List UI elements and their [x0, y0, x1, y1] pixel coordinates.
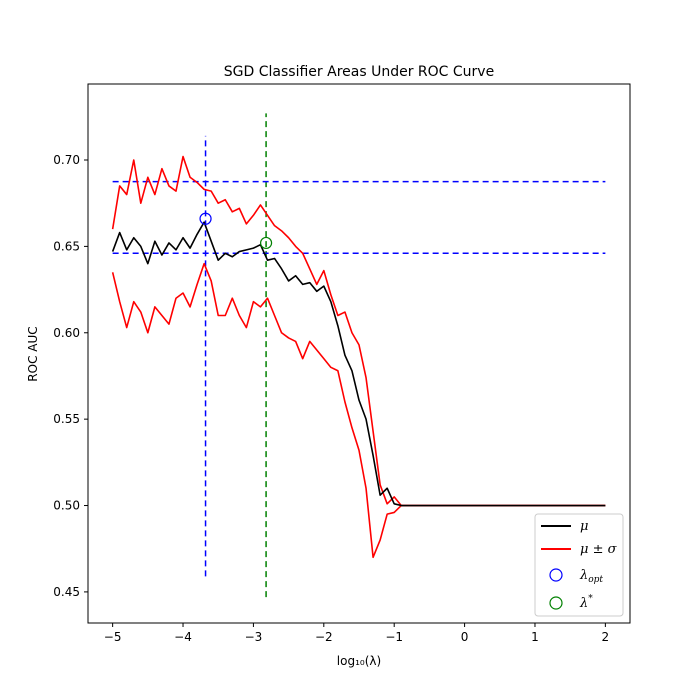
- y-tick-label: 0.60: [53, 326, 80, 340]
- chart-title: SGD Classifier Areas Under ROC Curve: [224, 64, 494, 80]
- lambda-star-marker: [259, 236, 273, 250]
- y-axis-label: ROC AUC: [26, 326, 40, 381]
- x-tick-label: −3: [245, 630, 263, 644]
- x-tick-label: 1: [531, 630, 539, 644]
- legend-marker-lambda-opt: [549, 568, 563, 582]
- series-lower-band-line: [111, 262, 606, 559]
- x-tick-label: −1: [385, 630, 403, 644]
- series-upper-band-line: [111, 155, 606, 507]
- y-tick-label: 0.45: [53, 585, 80, 599]
- y-tick-label: 0.55: [53, 412, 80, 426]
- y-axis-ticks: 0.45 0.50 0.55 0.60 0.65 0.70: [53, 153, 88, 599]
- y-tick-label: 0.65: [53, 239, 80, 253]
- x-tick-label: 2: [602, 630, 610, 644]
- legend-label-mu: μ: [580, 519, 588, 534]
- lambda-opt-marker: [199, 212, 212, 225]
- legend-label-mu-pm-sigma: μ ± σ: [580, 542, 618, 557]
- legend-marker-lambda-star: [549, 596, 563, 610]
- x-tick-label: 0: [461, 630, 469, 644]
- axes-frame: [87, 83, 631, 624]
- plot-area: [111, 113, 606, 598]
- x-axis-label: log₁₀(λ): [337, 654, 381, 668]
- y-tick-label: 0.70: [53, 153, 80, 167]
- x-axis-ticks: −5 −4 −3 −2 −1 0 1 2: [104, 623, 609, 644]
- legend: μ μ ± σ λopt λ*: [534, 513, 624, 617]
- x-tick-label: −2: [315, 630, 333, 644]
- y-tick-label: 0.50: [53, 499, 80, 513]
- x-tick-label: −5: [104, 630, 122, 644]
- legend-frame: [534, 513, 624, 617]
- x-tick-label: −4: [174, 630, 192, 644]
